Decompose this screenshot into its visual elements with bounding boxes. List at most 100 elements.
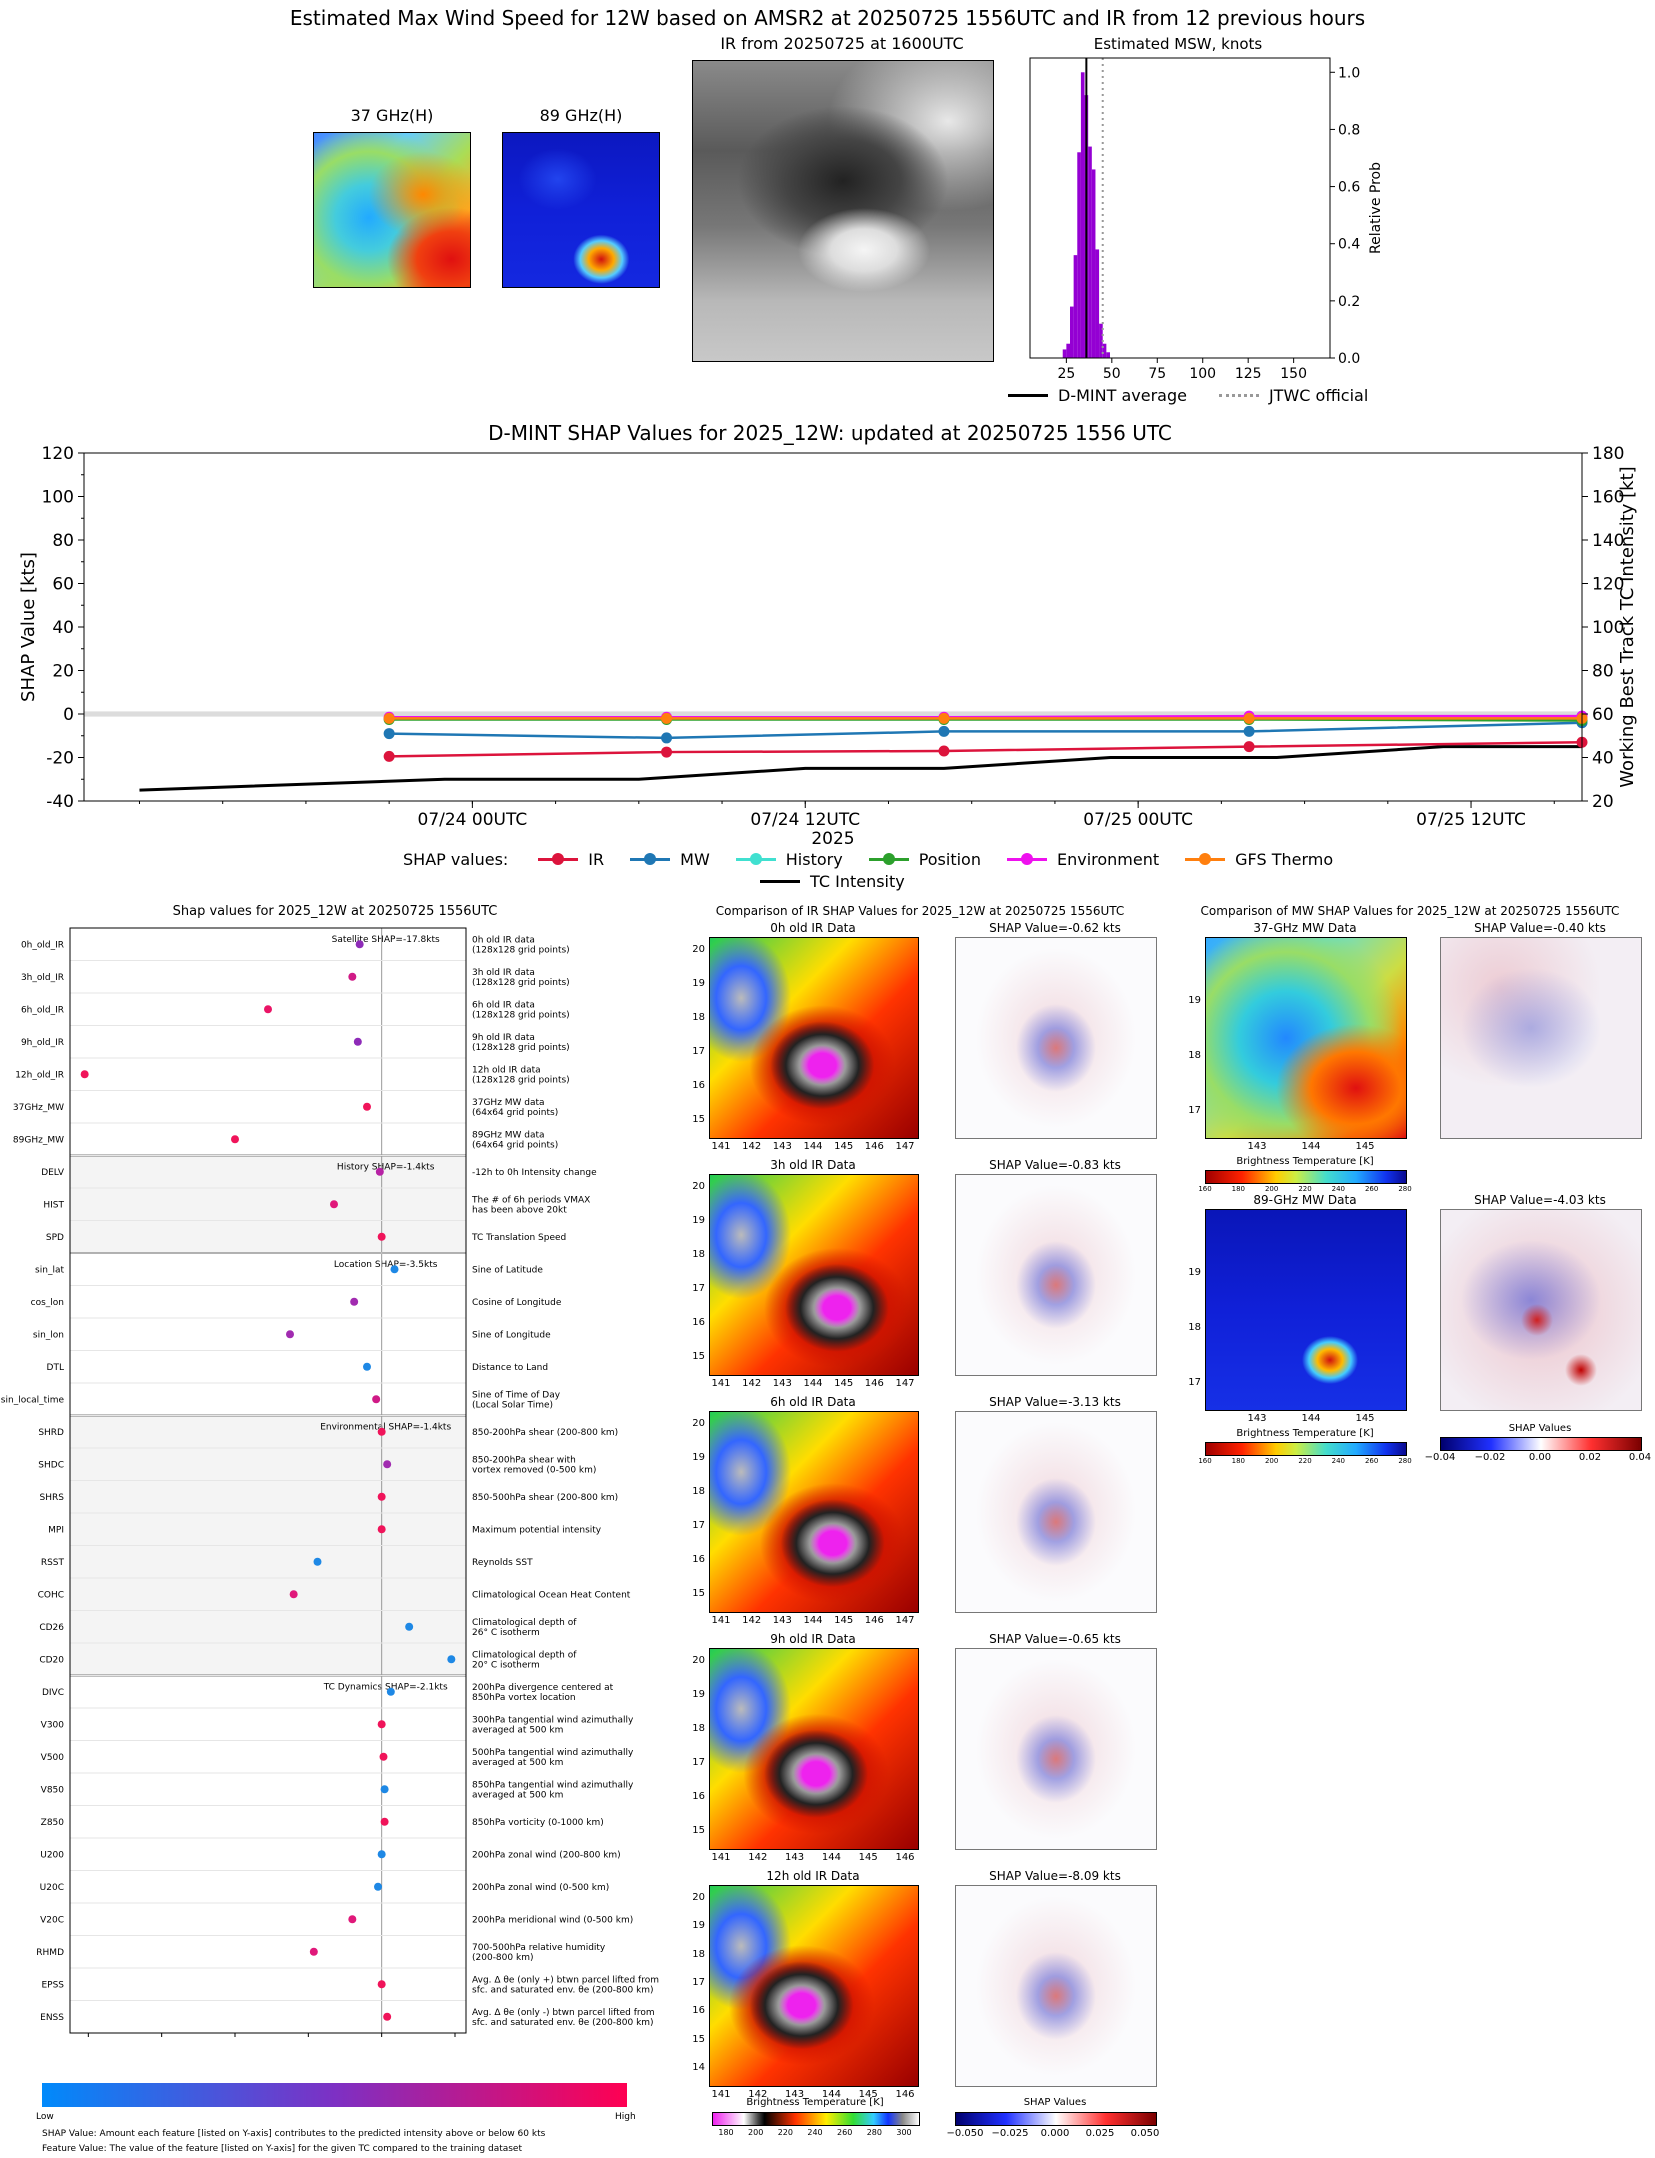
feature-description: (Local Solar Time) bbox=[472, 1400, 553, 1410]
feature-name: 89GHz_MW bbox=[13, 1135, 64, 1145]
feature-name: 37GHz_MW bbox=[13, 1103, 64, 1113]
feature-description: sfc. and saturated env. θe (200-800 km) bbox=[472, 1985, 654, 1995]
mw-panel-title: 89-GHz MW Data bbox=[1253, 1193, 1357, 1207]
mw-x-tick-label: 144 bbox=[1301, 1141, 1321, 1152]
shap-ts-legend: SHAP values: IR MW History Position Environm… bbox=[403, 850, 1359, 869]
msw-title: Estimated MSW, knots bbox=[1093, 35, 1263, 53]
shap-tick-label: 0.050 bbox=[1130, 2128, 1160, 2139]
series-point-ir bbox=[1243, 741, 1255, 753]
feature-description: 9h old IR data bbox=[472, 1033, 535, 1043]
feature-name: RSST bbox=[41, 1558, 65, 1568]
mw-compare-title: Comparison of MW SHAP Values for 2025_12… bbox=[1200, 904, 1620, 918]
feature-description: Sine of Longitude bbox=[472, 1330, 551, 1340]
ir-y-tick-label: 15 bbox=[692, 2033, 705, 2045]
shap-point bbox=[374, 1882, 382, 1891]
y2-tick-label: 140 bbox=[1592, 531, 1624, 551]
y-tick-label: -40 bbox=[46, 792, 74, 812]
ir-x-tick-label: 144 bbox=[803, 1141, 823, 1152]
ir-x-tick-label: 141 bbox=[711, 1141, 731, 1152]
ir-panel-title: 9h old IR Data bbox=[770, 1632, 856, 1646]
y2-tick-label: 80 bbox=[1592, 662, 1614, 682]
bt-tick-label: 200 bbox=[748, 2128, 764, 2137]
shap-point bbox=[377, 1427, 386, 1436]
ir-x-tick-label: 141 bbox=[711, 1852, 731, 1863]
ir-x-tick-label: 142 bbox=[748, 2089, 768, 2100]
panel-37-title: 37 GHz(H) bbox=[350, 106, 434, 125]
x-tick-label: 75 bbox=[1148, 366, 1166, 382]
legend-item-gfs-thermo: GFS Thermo bbox=[1185, 850, 1333, 869]
feature-description: averaged at 500 km bbox=[472, 1725, 563, 1735]
y-tick-label: 0.8 bbox=[1338, 122, 1360, 138]
legend-swatch bbox=[538, 853, 579, 865]
feature-description: 26° C isotherm bbox=[472, 1628, 540, 1638]
ir-y-tick-label: 18 bbox=[692, 1486, 705, 1497]
feature-description: (64x64 grid points) bbox=[472, 1108, 558, 1118]
ir-x-tick-label: 145 bbox=[858, 2089, 878, 2100]
series-point-gfs-thermo bbox=[1243, 712, 1255, 724]
legend-marker bbox=[1199, 853, 1212, 865]
mw-bt-colorbar bbox=[1205, 1442, 1407, 1456]
ir-image-panel bbox=[709, 1885, 919, 2087]
mw-x-tick-label: 144 bbox=[1301, 1413, 1321, 1424]
x-tick-label: 07/24 00UTC bbox=[418, 810, 528, 830]
ir-x-tick-label: 146 bbox=[864, 1378, 884, 1389]
legend-dmint-average: D-MINT average bbox=[1008, 386, 1187, 405]
feature-description: The # of 6h periods VMAX bbox=[471, 1195, 590, 1205]
feature-name: SHRD bbox=[38, 1428, 64, 1438]
ir-y-tick-label: 15 bbox=[692, 1588, 705, 1599]
ir-x-tick-label: 142 bbox=[742, 1141, 762, 1152]
shap-beeswarm-chart: Satellite SHAP=-17.8kts History SHAP=-1.4… bbox=[1, 927, 659, 2037]
shap-point bbox=[350, 1297, 359, 1306]
msw-plot-frame bbox=[1029, 57, 1331, 359]
histogram-bar bbox=[1099, 323, 1103, 358]
ir-image-panel bbox=[709, 937, 919, 1139]
microwave-89ghz-image bbox=[502, 132, 660, 288]
legend-marker bbox=[882, 853, 895, 865]
ts-xlabel: 2025 bbox=[811, 829, 854, 849]
group-label: Satellite SHAP=-17.8kts bbox=[332, 935, 440, 945]
bt-tick-label: 180 bbox=[718, 2128, 734, 2137]
feature-name: sin_local_time bbox=[1, 1395, 65, 1405]
feature-name: ENSS bbox=[40, 2013, 64, 2023]
shap-point bbox=[375, 1167, 384, 1176]
feature-description: Cosine of Longitude bbox=[472, 1298, 562, 1308]
ir-y-tick-label: 19 bbox=[692, 1920, 705, 1932]
ir-x-tick-label: 144 bbox=[803, 1615, 823, 1626]
feature-description: vortex removed (0-500 km) bbox=[472, 1465, 596, 1475]
feature-description: TC Translation Speed bbox=[471, 1233, 566, 1243]
group-label: Environmental SHAP=-1.4kts bbox=[320, 1423, 451, 1433]
x-tick-label: 100 bbox=[1189, 366, 1216, 382]
mw-shap-map bbox=[1440, 1209, 1642, 1411]
ir-compare-title: Comparison of IR SHAP Values for 2025_12… bbox=[715, 904, 1125, 918]
y-tick-label: 1.0 bbox=[1338, 65, 1360, 81]
ir-x-tick-label: 145 bbox=[834, 1141, 854, 1152]
feature-description: 37GHz MW data bbox=[472, 1098, 545, 1108]
x-tick-label: 07/24 12UTC bbox=[750, 810, 860, 830]
legend-marker bbox=[552, 853, 565, 865]
mw-image-panel bbox=[1205, 937, 1407, 1139]
shap-tick-label: −0.025 bbox=[991, 2128, 1029, 2139]
ir-y-tick-label: 18 bbox=[692, 1012, 705, 1023]
shap-point bbox=[363, 1362, 371, 1371]
y2-tick-label: 160 bbox=[1592, 488, 1624, 508]
mw-bt-colorbar-label: Brightness Temperature [K] bbox=[1236, 1428, 1374, 1439]
ir-x-tick-label: 143 bbox=[785, 1852, 805, 1863]
series-point-gfs-thermo bbox=[383, 712, 395, 724]
mw-panel-title: 37-GHz MW Data bbox=[1253, 921, 1357, 935]
ir-x-tick-label: 146 bbox=[895, 2089, 915, 2100]
series-point-ir bbox=[938, 745, 950, 757]
feature-name: DELV bbox=[41, 1168, 65, 1178]
ir-y-tick-label: 15 bbox=[692, 1114, 705, 1125]
msw-ylabel: Relative Prob bbox=[1368, 162, 1384, 254]
shap-point bbox=[377, 1850, 386, 1859]
feature-name: 3h_old_IR bbox=[21, 973, 64, 983]
ir-x-tick-label: 141 bbox=[711, 1378, 731, 1389]
ir-x-tick-label: 146 bbox=[864, 1615, 884, 1626]
y-tick-label: 0.0 bbox=[1338, 351, 1360, 367]
feature-name: CD26 bbox=[39, 1623, 64, 1633]
msw-legend: D-MINT average JTWC official bbox=[1008, 386, 1394, 405]
y2-tick-label: 60 bbox=[1592, 705, 1614, 725]
mw-bt-tick-label: 280 bbox=[1398, 1185, 1412, 1193]
ir-y-tick-label: 20 bbox=[692, 1655, 705, 1666]
mw-y-tick-label: 18 bbox=[1188, 1050, 1201, 1061]
